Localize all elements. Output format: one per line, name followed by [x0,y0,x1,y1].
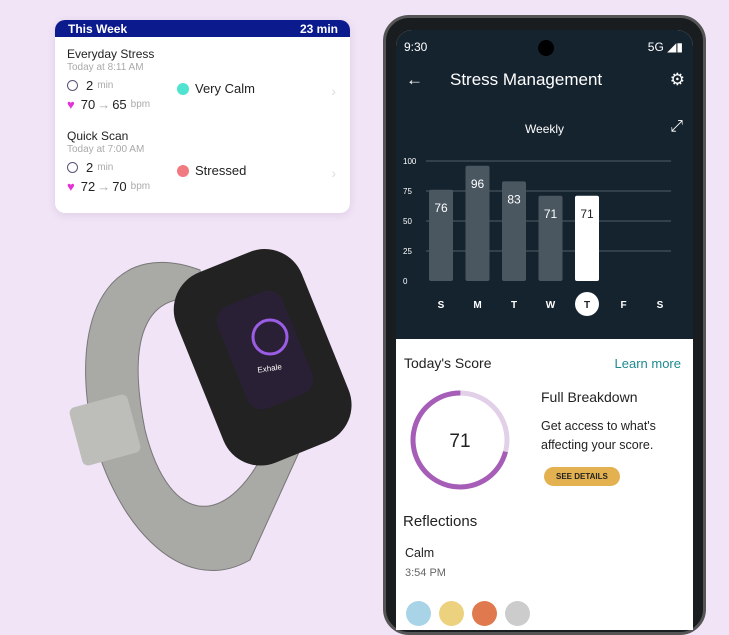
y-tick-label: 75 [403,187,412,196]
expand-icon[interactable]: ⤢ [670,118,683,135]
phone: 9:30 5G ◢▮ ← Stress Management ⚙ Weekly ⤢ 0… [383,15,706,635]
back-arrow-icon[interactable]: ← [406,70,423,89]
y-tick-label: 100 [403,157,417,166]
phone-screen: 9:30 5G ◢▮ ← Stress Management ⚙ Weekly ⤢ 0… [396,30,693,630]
reflection-time: 3:54 PM [405,567,446,579]
chart-title: Weekly [524,122,565,136]
breakdown-title: Full Breakdown [541,389,638,405]
mood-label: Very Calm [195,81,255,96]
breakdown-description: Get access to what's affecting your scor… [541,419,656,452]
selected-day-marker [575,292,599,316]
entry-time: Today at 8:11 AM [67,62,144,73]
bar [575,195,599,281]
x-tick-label: T [584,300,590,311]
emoji-icon[interactable] [505,601,530,626]
see-details-button[interactable]: SEE DETAILS [544,467,620,486]
status-time: 9:30 [404,40,428,54]
bar-value-label: 71 [544,207,558,221]
exhale-label: Exhale [257,362,283,374]
bar-value-label: 83 [507,192,521,206]
hr-unit: bpm [130,180,151,192]
score-ring: 71 [410,390,510,490]
clock-icon [67,79,78,91]
emoji-icon[interactable] [439,601,464,626]
x-tick-label: F [620,300,626,311]
duration: 2 [86,159,94,175]
todays-score-heading: Today's Score [404,355,492,371]
this-week-card: This Week 23 min Everyday Stress Today at… [55,20,350,213]
bar-value-label: 76 [434,201,448,215]
entry-title: Everyday Stress [67,47,155,61]
hr-end: 65 [112,96,127,112]
card-total: 23 min [299,22,338,36]
bar [502,181,526,281]
score-value: 71 [449,431,470,452]
status-bar: 9:30 5G ◢▮ [404,40,683,54]
gear-icon[interactable]: ⚙ [669,70,685,89]
arrow-icon: → [97,178,111,194]
y-tick-label: 50 [403,217,412,226]
hr-start: 72 [80,178,96,194]
duration-unit: min [97,161,114,173]
entry-title: Quick Scan [67,129,129,143]
learn-more-link[interactable]: Learn more [614,356,681,371]
hr-start: 70 [80,96,96,112]
hr-unit: bpm [130,98,151,110]
x-tick-label: S [438,300,445,311]
entry-time: Today at 7:00 AM [67,144,145,155]
x-tick-label: W [546,300,556,311]
heart-icon: ♥ [67,96,75,112]
mesh-band [85,261,301,572]
y-tick-label: 0 [403,277,408,286]
network-label: 5G [647,40,664,54]
chevron-right-icon: › [331,165,336,181]
emoji-icon[interactable] [406,601,431,626]
reflection-mood: Calm [405,546,435,560]
bar-value-label: 71 [580,207,594,221]
duration-unit: min [97,79,114,91]
y-tick-label: 25 [403,247,412,256]
x-tick-label: M [473,300,481,311]
clock-icon [67,161,78,173]
stressed-face-icon [177,164,189,177]
card-header: This Week 23 min [55,20,350,37]
chevron-right-icon: › [331,83,336,99]
x-tick-label: T [511,300,517,311]
heart-icon: ♥ [67,178,75,194]
duration: 2 [86,77,94,93]
signal-icon: ◢ [667,40,677,54]
breathing-circle-icon [251,318,289,356]
hr-end: 70 [112,178,127,194]
mood-label: Stressed [195,163,247,178]
bar-value-label: 96 [471,177,485,191]
bar [538,195,563,281]
battery-icon: ▮ [676,40,683,54]
tracker-screen [216,290,314,410]
reflections-heading: Reflections [403,513,478,530]
camera-icon [538,40,554,56]
emoji-icon[interactable] [472,601,497,626]
clasp [69,394,141,466]
page-title: Stress Management [450,70,603,89]
bar [465,165,490,281]
arrow-icon: → [97,96,111,112]
card-title: This Week [68,22,128,36]
session-entry[interactable]: Everyday Stress Today at 8:11 AM 2 min ♥ 7… [55,37,350,119]
x-tick-label: S [657,300,664,311]
calm-face-icon [177,82,189,95]
weekly-chart: 0 25 50 75 100 76 S 96 M 83 T 71 W 71 T F S [403,157,671,316]
session-entry[interactable]: Quick Scan Today at 7:00 AM 2 min ♥ 72 → 70 b… [55,119,350,201]
bar [429,189,453,281]
fitness-tracker-image: Exhale [69,249,352,572]
